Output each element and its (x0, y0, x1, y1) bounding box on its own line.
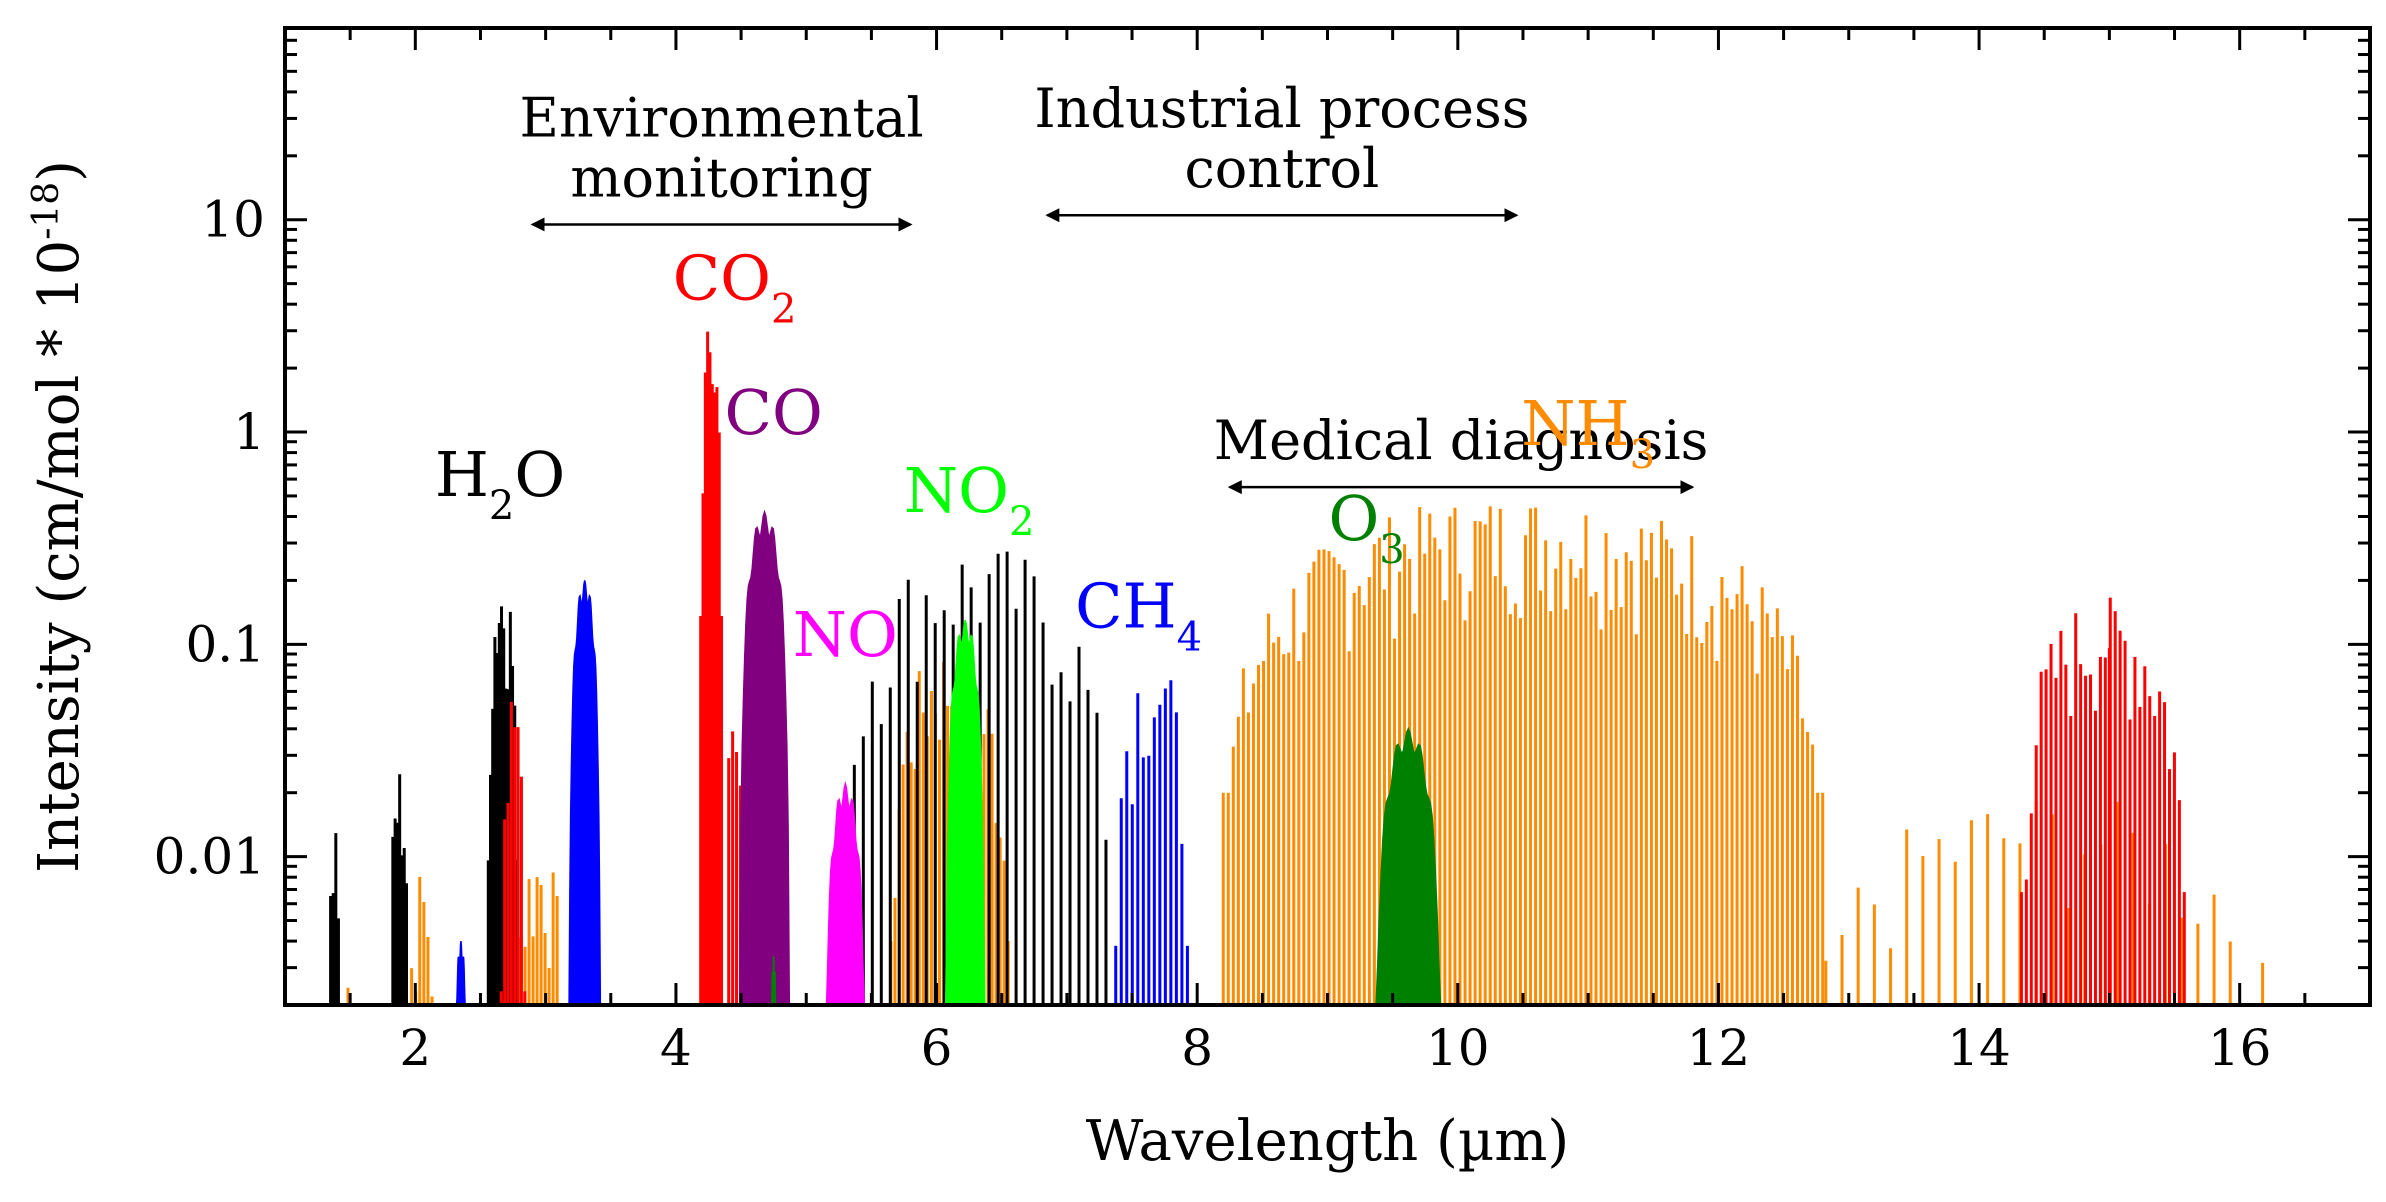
series-no2 (944, 619, 986, 1005)
molecule-label-subscript: 2 (489, 483, 514, 529)
x-tick-label: 6 (921, 1019, 953, 1077)
y-axis-title: Intensity (cm/mol * 10-18) (26, 160, 93, 873)
y-axis-title-exponent: -18 (26, 182, 67, 240)
molecule-label-co: CO (725, 376, 823, 449)
series-co (739, 509, 791, 1005)
y-tick-label: 1 (233, 403, 265, 461)
molecule-label-base: NO (793, 598, 898, 671)
molecule-label-co2: CO2 (673, 242, 797, 333)
application-label-line1: Environmental (519, 86, 923, 149)
series-co2 (499, 331, 2186, 1005)
molecule-label-subscript: 3 (1379, 527, 1404, 573)
x-tick-label: 12 (1687, 1019, 1751, 1077)
molecule-label-o3: O3 (1328, 482, 1404, 573)
x-axis-title: Wavelength (µm) (1086, 1109, 1569, 1174)
series-ch4 (453, 580, 1189, 1005)
axes: 2 4 6 8 10 12 14 16 0.01 0.1 1 10 (154, 26, 2372, 1077)
molecule-label-base: NH (1521, 387, 1629, 460)
molecule-label-subscript: 2 (771, 287, 796, 333)
molecule-label-subscript: 3 (1630, 432, 1655, 478)
molecule-label-no: NO (793, 598, 898, 671)
y-tick-label: 10 (201, 191, 265, 249)
molecule-label-base: O (1328, 482, 1379, 555)
molecule-label-h2o: H2O (435, 438, 565, 529)
molecule-label-subscript: 2 (1009, 499, 1034, 545)
band-fill (1374, 726, 1443, 1005)
molecule-label-subscript: 4 (1177, 615, 1202, 661)
application-label-line2: monitoring (570, 146, 872, 209)
x-tick-label: 14 (1947, 1019, 2011, 1077)
x-tick-label: 8 (1181, 1019, 1213, 1077)
x-tick-label: 4 (660, 1019, 692, 1077)
molecule-label-base: NO (904, 454, 1009, 527)
application-label-line2: control (1184, 137, 1379, 200)
application-label-line1: Industrial process (1034, 77, 1529, 140)
series-o3 (769, 726, 1443, 1005)
band-fill (568, 580, 602, 1005)
molecule-label-base: CH (1075, 570, 1177, 643)
y-tick-label: 0.01 (154, 828, 265, 886)
molecule-label-ch4: CH4 (1075, 570, 1202, 661)
molecule-label-base: CO (673, 242, 771, 315)
molecule-label-base: CO (725, 376, 823, 449)
x-tick-label: 16 (2208, 1019, 2272, 1077)
molecule-label-no2: NO2 (904, 454, 1035, 545)
series-no (824, 781, 867, 1005)
band-fill (739, 509, 791, 1005)
y-axis-title-close: ) (27, 160, 92, 182)
series-nh3 (346, 506, 2265, 1005)
spectral-bands (329, 331, 2265, 1005)
band-fill (769, 956, 778, 1005)
y-axis-title-main: Intensity (cm/mol * 10 (27, 240, 92, 873)
molecule-label-tail: O (514, 438, 565, 511)
band-fill (944, 619, 986, 1005)
molecule-label-nh3: NH3 (1521, 387, 1655, 478)
y-tick-label: 0.1 (185, 615, 265, 673)
application-2: Medical diagnosis (1214, 409, 1709, 495)
band-fill (824, 781, 867, 1005)
x-tick-label: 10 (1426, 1019, 1490, 1077)
application-label-line1: Medical diagnosis (1214, 409, 1709, 472)
molecule-label-base: H (435, 438, 489, 511)
x-tick-label: 2 (399, 1019, 431, 1077)
band-fill (453, 941, 469, 1005)
